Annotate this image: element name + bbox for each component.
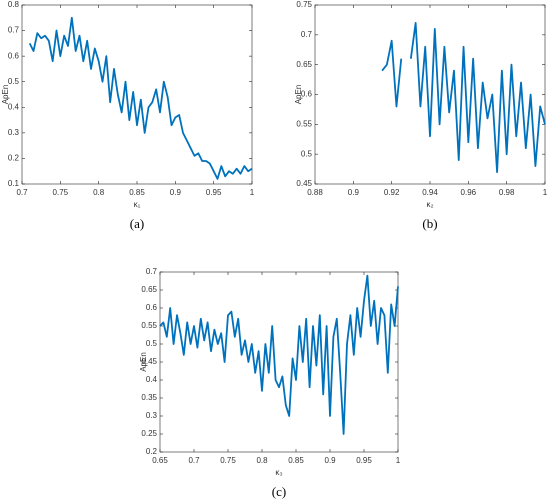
y-tick-label: 0.4 xyxy=(146,375,158,384)
y-tick-label: 0.35 xyxy=(141,393,157,402)
y-tick-label: 0.7 xyxy=(146,267,158,276)
y-tick-label: 0.45 xyxy=(141,357,157,366)
y-axis-label: ApEn xyxy=(139,352,148,372)
x-tick-label: 0.88 xyxy=(307,188,323,197)
x-tick-label: 0.8 xyxy=(256,456,268,465)
x-tick-label: 0.98 xyxy=(499,188,515,197)
x-tick-label: 0.94 xyxy=(422,188,438,197)
x-tick-label: 0.9 xyxy=(170,188,182,197)
x-tick-label: 0.9 xyxy=(324,456,336,465)
y-tick-label: 0.55 xyxy=(141,321,157,330)
y-tick-label: 0.5 xyxy=(301,149,313,158)
y-tick-label: 0.1 xyxy=(8,179,20,188)
x-tick-label: 0.8 xyxy=(93,188,105,197)
data-line xyxy=(381,22,546,173)
x-tick-label: 0.75 xyxy=(220,456,236,465)
y-tick-label: 0.6 xyxy=(301,90,313,99)
y-tick-label: 0.2 xyxy=(8,154,20,163)
x-tick-label: 0.95 xyxy=(356,456,372,465)
x-tick-label: 0.92 xyxy=(384,188,400,197)
x-axis-label: κ₃ xyxy=(275,468,282,477)
x-tick-label: 0.7 xyxy=(16,188,28,197)
y-tick-label: 0.65 xyxy=(296,60,312,69)
panel-label: (c) xyxy=(272,484,286,499)
y-tick-label: 0.3 xyxy=(146,411,158,420)
y-tick-label: 0.6 xyxy=(8,51,20,60)
panel-label: (b) xyxy=(422,216,437,231)
x-tick-label: 1 xyxy=(396,456,401,465)
y-tick-label: 0.45 xyxy=(296,179,312,188)
x-tick-label: 0.85 xyxy=(129,188,145,197)
y-tick-label: 0.5 xyxy=(8,77,20,86)
y-tick-label: 0.75 xyxy=(296,0,312,9)
y-tick-label: 0.5 xyxy=(146,339,158,348)
y-tick-label: 0.7 xyxy=(8,26,20,35)
data-line xyxy=(28,16,253,180)
x-tick-label: 0.9 xyxy=(348,188,360,197)
axes-box xyxy=(159,271,399,453)
x-tick-label: 0.85 xyxy=(288,456,304,465)
x-tick-label: 0.65 xyxy=(152,456,168,465)
x-tick-label: 0.75 xyxy=(53,188,69,197)
y-tick-label: 0.2 xyxy=(146,447,158,456)
x-tick-label: 0.96 xyxy=(461,188,477,197)
y-tick-label: 0.4 xyxy=(8,102,20,111)
y-tick-label: 0.8 xyxy=(8,0,20,9)
axes-box xyxy=(21,4,253,185)
x-axis-label: κ₂ xyxy=(426,200,433,209)
y-tick-label: 0.65 xyxy=(141,285,157,294)
x-tick-label: 0.7 xyxy=(188,456,200,465)
x-axis-label: κ₁ xyxy=(134,200,141,209)
y-tick-label: 0.6 xyxy=(146,303,158,312)
x-tick-label: 0.95 xyxy=(206,188,222,197)
data-line xyxy=(159,274,399,435)
panel-label: (a) xyxy=(130,216,144,231)
y-axis-label: ApEn xyxy=(1,85,10,105)
y-axis-label: ApEn xyxy=(294,85,303,105)
x-tick-label: 1 xyxy=(543,188,548,197)
y-tick-label: 0.55 xyxy=(296,119,312,128)
y-tick-label: 0.7 xyxy=(301,30,313,39)
y-tick-label: 0.25 xyxy=(141,429,157,438)
x-tick-label: 1 xyxy=(250,188,255,197)
y-tick-label: 0.3 xyxy=(8,128,20,137)
